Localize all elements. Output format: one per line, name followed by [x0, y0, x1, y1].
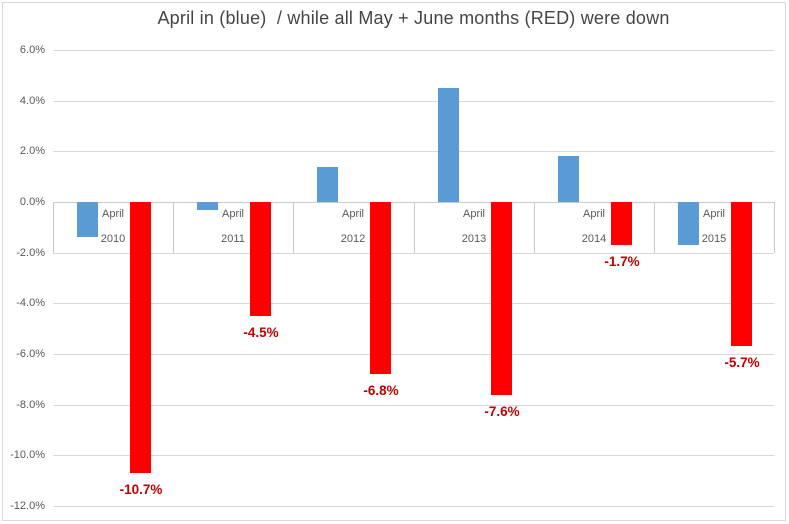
may-june-bar[interactable] — [250, 202, 271, 316]
gridline — [53, 303, 774, 304]
category-year-label: 2010 — [100, 233, 126, 245]
category-divider — [293, 202, 294, 253]
gridline — [53, 405, 774, 406]
may-june-bar[interactable] — [611, 202, 632, 245]
category-divider — [534, 202, 535, 253]
april-bar[interactable] — [558, 156, 579, 202]
y-axis-tick-label: 0.0% — [19, 196, 45, 208]
category-divider — [53, 202, 54, 253]
data-label: -7.6% — [484, 404, 520, 419]
gridline — [53, 101, 774, 102]
category-month-label: April — [101, 208, 124, 220]
may-june-bar[interactable] — [491, 202, 512, 395]
category-year-label: 2014 — [581, 233, 607, 245]
category-divider — [654, 202, 655, 253]
y-axis-tick-label: -2.0% — [16, 247, 45, 259]
april-bar[interactable] — [438, 88, 459, 202]
category-month-label: April — [221, 208, 244, 220]
data-label: -5.7% — [724, 355, 760, 370]
category-month-label: April — [582, 208, 605, 220]
may-june-bar[interactable] — [731, 202, 752, 346]
data-label: -6.8% — [363, 383, 399, 398]
category-year-label: 2011 — [221, 233, 245, 245]
y-axis-tick-label: -10.0% — [10, 449, 45, 461]
category-month-label: April — [462, 208, 485, 220]
y-axis-tick-label: -4.0% — [16, 297, 45, 309]
y-axis-tick-label: -12.0% — [10, 500, 45, 512]
y-axis-tick-label: -8.0% — [16, 399, 45, 411]
category-year-label: 2013 — [461, 233, 487, 245]
category-year-label: 2015 — [701, 233, 727, 245]
category-month-label: April — [702, 208, 725, 220]
y-axis-tick-label: 2.0% — [19, 145, 45, 157]
april-bar[interactable] — [317, 167, 338, 202]
gridline — [53, 151, 774, 152]
april-bar[interactable] — [678, 202, 699, 245]
gridline — [53, 354, 774, 355]
category-year-label: 2012 — [340, 233, 366, 245]
april-bar[interactable] — [77, 202, 98, 237]
category-divider — [774, 202, 775, 253]
gridline — [53, 50, 774, 51]
gridline — [53, 253, 774, 254]
may-june-bar[interactable] — [370, 202, 391, 374]
data-label: -1.7% — [604, 254, 640, 269]
chart-title: April in (blue) / while all May + June m… — [157, 8, 670, 28]
y-axis-tick-label: 6.0% — [19, 44, 45, 56]
zero-axis-line — [53, 202, 774, 203]
category-divider — [173, 202, 174, 253]
gridline — [53, 506, 774, 507]
may-june-bar[interactable] — [130, 202, 151, 473]
april-bar[interactable] — [197, 202, 218, 210]
gridline — [53, 455, 774, 456]
y-axis-tick-label: 4.0% — [19, 95, 45, 107]
data-label: -4.5% — [243, 325, 279, 340]
y-axis-tick-label: -6.0% — [16, 348, 45, 360]
data-label: -10.7% — [119, 482, 163, 497]
category-month-label: April — [341, 208, 364, 220]
category-divider — [414, 202, 415, 253]
